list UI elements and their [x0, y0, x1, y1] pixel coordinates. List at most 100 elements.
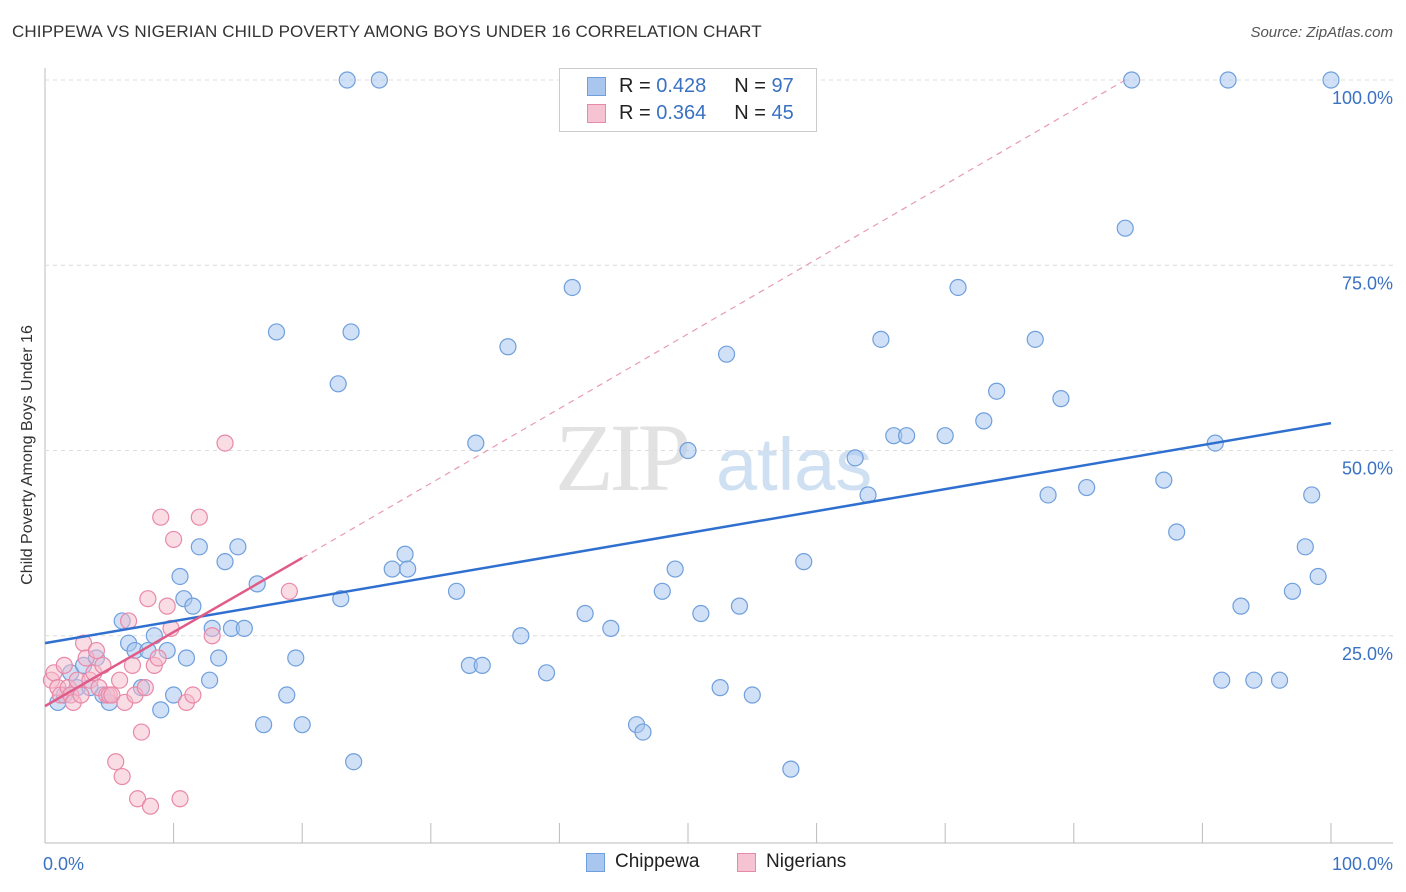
chippewa-point	[473, 656, 491, 674]
nigerians-point	[190, 508, 208, 526]
chippewa-point	[936, 427, 954, 445]
chippewa-point	[342, 323, 360, 341]
chippewa-point	[1303, 486, 1321, 504]
chippewa-point	[795, 553, 813, 571]
chippewa-point	[467, 434, 485, 452]
legend-row-nigerians: R = 0.364 N = 45	[560, 100, 794, 126]
bottom-legend-swatch-nigerians	[737, 852, 756, 872]
chippewa-point	[399, 560, 417, 578]
chippewa-point	[1039, 486, 1057, 504]
chippewa-point	[370, 71, 388, 89]
chippewa-point	[1322, 71, 1340, 89]
legend-box: R = 0.428 N = 97 R = 0.364 N = 45	[559, 68, 817, 132]
legend-r-label: R =	[619, 74, 657, 97]
chippewa-point	[1232, 597, 1250, 615]
chart-title: CHIPPEWA VS NIGERIAN CHILD POVERTY AMONG…	[12, 22, 762, 41]
nigerians-point	[139, 590, 157, 608]
chippewa-point	[988, 382, 1006, 400]
chippewa-point	[679, 441, 697, 460]
y-tick-label: 100.0%	[1332, 88, 1393, 108]
chippewa-point	[846, 449, 864, 467]
chippewa-point	[383, 560, 401, 578]
chippewa-point	[1026, 330, 1044, 348]
chippewa-point	[1123, 71, 1141, 89]
chippewa-point	[1283, 582, 1302, 600]
chippewa-point	[152, 701, 170, 719]
chippewa-point	[1219, 71, 1237, 89]
nigerians-point	[152, 508, 170, 526]
nigerians-point	[280, 582, 298, 600]
bottom-legend-label-chippewa: Chippewa	[615, 851, 700, 872]
nigerians-point	[87, 641, 106, 660]
x-tick-label: 100.0%	[1332, 854, 1393, 874]
chippewa-point	[692, 604, 710, 623]
x-tick-label: 0.0%	[43, 854, 84, 874]
chippewa-point	[177, 649, 196, 667]
nigerians-point	[149, 649, 167, 667]
chippewa-point	[949, 278, 967, 297]
chippewa-point	[975, 412, 993, 430]
chippewa-point	[293, 716, 311, 734]
nigerians-point	[72, 686, 90, 704]
chippewa-point	[1270, 671, 1289, 689]
legend-r-value: 0.364	[656, 101, 707, 124]
legend-swatch-chippewa	[587, 76, 606, 96]
chippewa-point	[216, 553, 234, 571]
chippewa-point	[1309, 567, 1327, 586]
chippewa-point	[653, 582, 671, 600]
nigerians-point	[110, 671, 129, 689]
bottom-legend-label-nigerians: Nigerians	[766, 851, 847, 872]
nigerians-point	[158, 597, 176, 615]
chippewa-point	[1155, 471, 1173, 489]
watermark-atlas: atlas	[716, 423, 872, 506]
chippewa-point	[229, 538, 247, 556]
nigerians-point	[132, 723, 151, 741]
chippewa-point	[267, 323, 286, 341]
chippewa-point	[171, 567, 189, 586]
y-tick-label: 50.0%	[1342, 459, 1393, 479]
chippewa-point	[235, 619, 253, 637]
chippewa-trend-line	[44, 421, 1332, 645]
legend-row-chippewa: R = 0.428 N = 97	[560, 73, 794, 99]
legend-n-value: 45	[771, 101, 794, 124]
legend-n-value: 97	[771, 74, 794, 97]
nigerians-point	[216, 434, 234, 452]
chippewa-point	[345, 753, 363, 771]
nigerians-point	[203, 627, 221, 645]
chippewa-point	[634, 723, 652, 741]
chippewa-point	[1168, 523, 1186, 541]
chippewa-point	[512, 627, 530, 645]
nigerians-point	[184, 686, 202, 704]
chippewa-point	[1078, 478, 1096, 497]
chippewa-point	[210, 649, 228, 667]
bottom-legend-swatch-chippewa	[586, 852, 605, 872]
chippewa-point	[1052, 390, 1070, 408]
chippewa-point	[447, 582, 466, 600]
chippewa-point	[165, 686, 183, 704]
chippewa-point	[190, 538, 208, 556]
chippewa-point	[743, 686, 761, 704]
legend-swatch-nigerians	[587, 103, 606, 123]
chippewa-point	[576, 604, 594, 623]
nigerians-point	[55, 656, 73, 674]
nigerians-point	[103, 686, 121, 704]
chippewa-point	[396, 545, 414, 563]
chippewa-point	[499, 338, 517, 356]
nigerians-point	[141, 797, 160, 815]
nigerians-point	[171, 790, 189, 808]
nigerians-point	[165, 530, 183, 549]
chippewa-point	[329, 375, 347, 393]
chippewa-point	[782, 760, 800, 778]
y-tick-label: 75.0%	[1342, 273, 1393, 293]
nigerians-trend-line	[44, 556, 303, 708]
chippewa-point	[602, 619, 620, 637]
chippewa-point	[338, 71, 356, 89]
chippewa-point	[872, 330, 890, 348]
chippewa-point	[201, 671, 219, 689]
legend-n-label: N =	[734, 101, 772, 124]
chippewa-point	[1245, 671, 1263, 689]
chippewa-point	[1296, 538, 1314, 556]
nigerians-point	[128, 790, 147, 808]
chippewa-point	[730, 597, 749, 615]
